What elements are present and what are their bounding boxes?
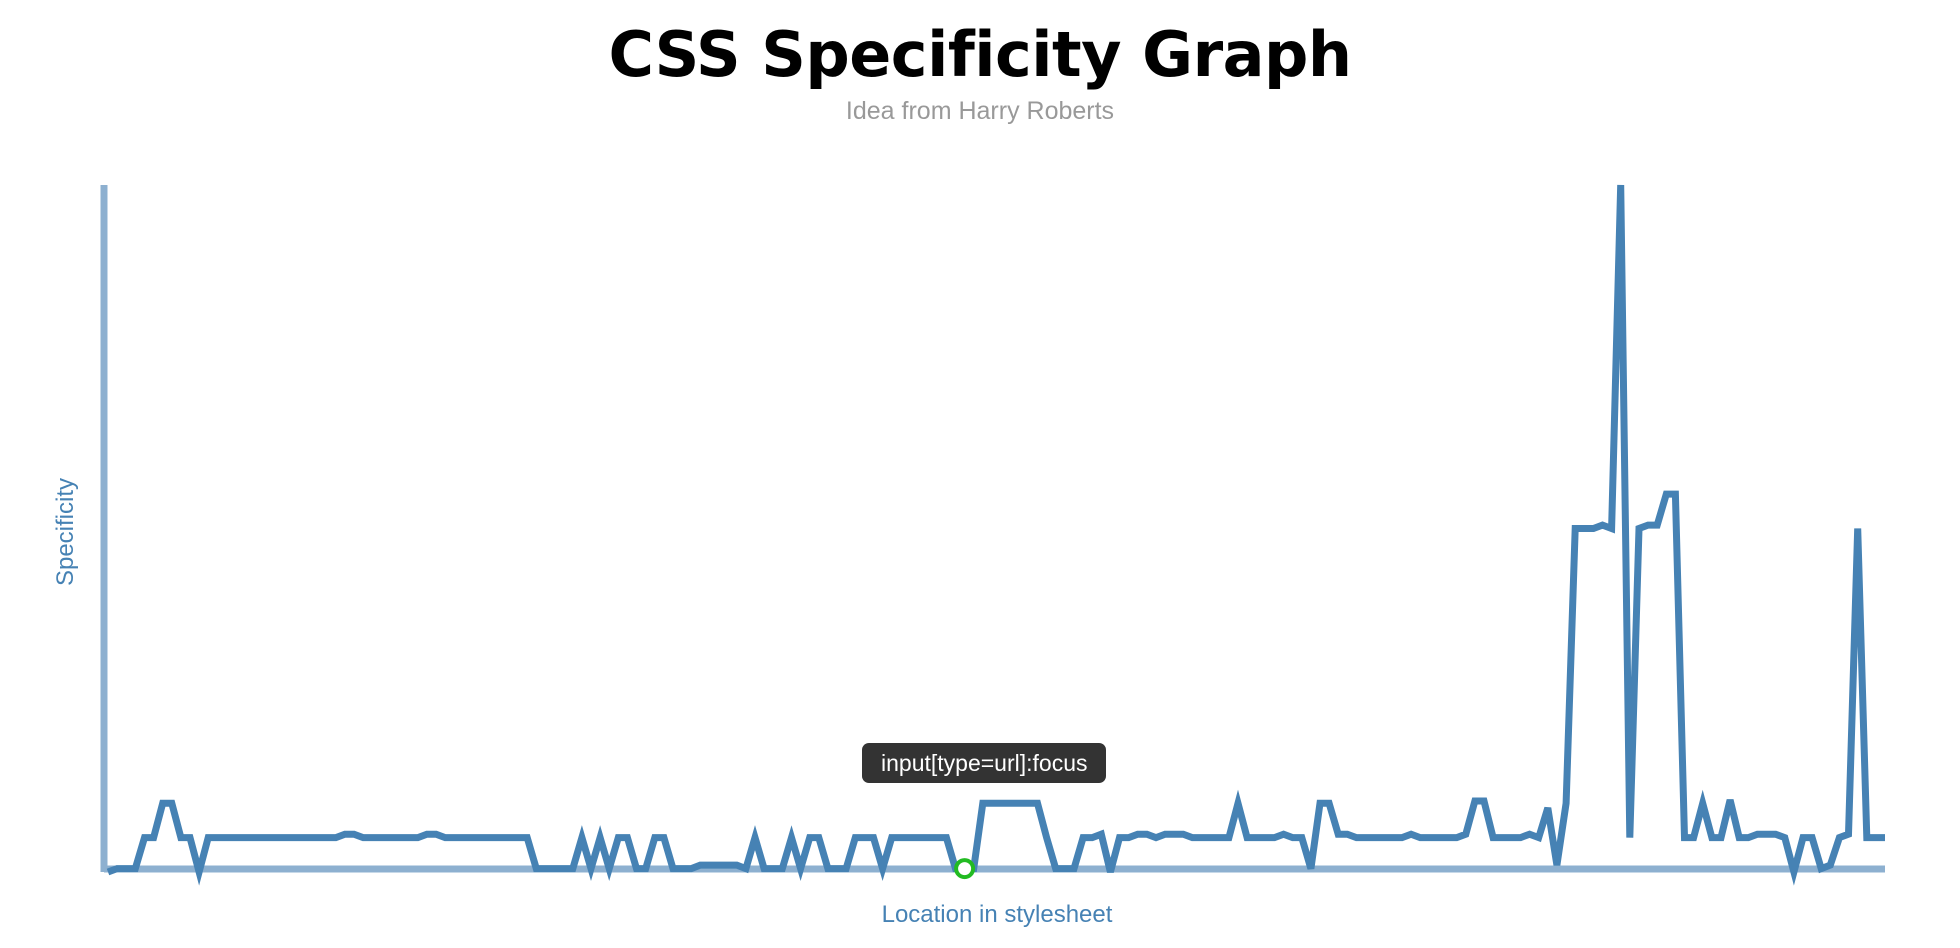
page-title: CSS Specificity Graph xyxy=(608,18,1352,91)
highlight-point[interactable] xyxy=(954,858,976,880)
y-axis-label: Specificity xyxy=(52,478,79,586)
x-axis-label: Location in stylesheet xyxy=(882,901,1113,928)
series-line xyxy=(106,184,1885,886)
point-tooltip: input[type=url]:focus xyxy=(862,743,1107,783)
page-subtitle: Idea from Harry Roberts xyxy=(845,97,1115,125)
